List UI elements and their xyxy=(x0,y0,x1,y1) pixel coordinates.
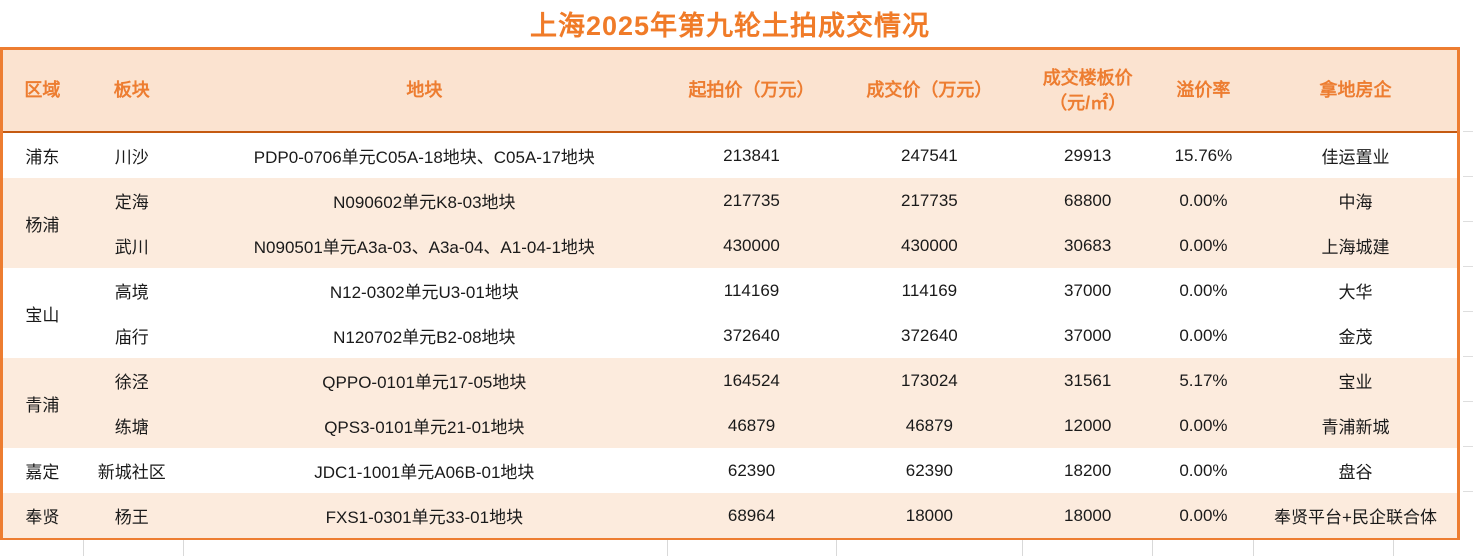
premium-cell: 0.00% xyxy=(1152,178,1255,223)
premium-cell: 0.00% xyxy=(1152,313,1255,358)
table-row: 庙行 N120702单元B2-08地块 372640 372640 37000 … xyxy=(2,313,1459,358)
parcel-cell: N12-0302单元U3-01地块 xyxy=(181,268,667,313)
header-row: 区域 板块 地块 起拍价（万元） 成交价（万元） 成交楼板价 （元/㎡） 溢价率… xyxy=(1,48,1459,133)
developer-cell: 上海城建 xyxy=(1254,223,1459,268)
col-header-floor-price-line1: 成交楼板价 xyxy=(1042,68,1133,89)
developer-cell: 佳运置业 xyxy=(1254,132,1459,178)
parcel-cell: QPS3-0101单元21-01地块 xyxy=(181,403,667,448)
spreadsheet-gridline-strip-right xyxy=(1463,47,1473,540)
block-cell: 庙行 xyxy=(81,313,182,358)
deal-price-cell: 430000 xyxy=(836,223,1023,268)
floor-price-cell: 37000 xyxy=(1022,313,1153,358)
floor-price-cell: 31561 xyxy=(1022,358,1153,403)
floor-price-cell: 12000 xyxy=(1022,403,1153,448)
col-header-start-price: 起拍价（万元） xyxy=(666,48,837,133)
col-header-deal-price: 成交价（万元） xyxy=(836,48,1023,133)
developer-cell: 宝业 xyxy=(1254,358,1459,403)
floor-price-cell: 29913 xyxy=(1022,132,1153,178)
premium-cell: 5.17% xyxy=(1152,358,1255,403)
start-price-cell: 430000 xyxy=(666,223,837,268)
premium-cell: 0.00% xyxy=(1152,493,1255,540)
start-price-cell: 372640 xyxy=(666,313,837,358)
start-price-cell: 46879 xyxy=(666,403,837,448)
premium-cell: 0.00% xyxy=(1152,223,1255,268)
region-cell: 青浦 xyxy=(1,358,82,448)
land-auction-table: 区域 板块 地块 起拍价（万元） 成交价（万元） 成交楼板价 （元/㎡） 溢价率… xyxy=(0,47,1460,542)
floor-price-cell: 30683 xyxy=(1022,223,1153,268)
table-row: 奉贤 杨王 FXS1-0301单元33-01地块 68964 18000 180… xyxy=(1,493,1459,540)
region-cell: 宝山 xyxy=(1,268,82,358)
start-price-cell: 62390 xyxy=(666,448,837,493)
block-cell: 新城社区 xyxy=(81,448,182,493)
col-header-developer: 拿地房企 xyxy=(1254,48,1459,133)
parcel-cell: PDP0-0706单元C05A-18地块、C05A-17地块 xyxy=(181,132,667,178)
parcel-cell: N090602单元K8-03地块 xyxy=(181,178,667,223)
spreadsheet-gridline-strip-bottom xyxy=(0,540,1473,556)
premium-cell: 0.00% xyxy=(1152,448,1255,493)
block-cell: 杨王 xyxy=(81,493,182,540)
col-header-region: 区域 xyxy=(1,48,82,133)
parcel-cell: FXS1-0301单元33-01地块 xyxy=(181,493,667,540)
developer-cell: 中海 xyxy=(1254,178,1459,223)
floor-price-cell: 37000 xyxy=(1022,268,1153,313)
col-header-block: 板块 xyxy=(81,48,182,133)
parcel-cell: JDC1-1001单元A06B-01地块 xyxy=(181,448,667,493)
start-price-cell: 164524 xyxy=(666,358,837,403)
block-cell: 高境 xyxy=(81,268,182,313)
deal-price-cell: 217735 xyxy=(836,178,1023,223)
parcel-cell: QPPO-0101单元17-05地块 xyxy=(181,358,667,403)
region-cell: 浦东 xyxy=(1,132,82,178)
deal-price-cell: 114169 xyxy=(836,268,1023,313)
block-cell: 练塘 xyxy=(81,403,182,448)
developer-cell: 盘谷 xyxy=(1254,448,1459,493)
region-cell: 杨浦 xyxy=(1,178,82,268)
block-cell: 徐泾 xyxy=(81,358,182,403)
parcel-cell: N090501单元A3a-03、A3a-04、A1-04-1地块 xyxy=(181,223,667,268)
deal-price-cell: 173024 xyxy=(836,358,1023,403)
block-cell: 武川 xyxy=(81,223,182,268)
start-price-cell: 68964 xyxy=(666,493,837,540)
premium-cell: 0.00% xyxy=(1152,403,1255,448)
start-price-cell: 213841 xyxy=(666,132,837,178)
region-cell: 嘉定 xyxy=(1,448,82,493)
premium-cell: 0.00% xyxy=(1152,268,1255,313)
table-row: 宝山 高境 N12-0302单元U3-01地块 114169 114169 37… xyxy=(1,268,1459,358)
floor-price-cell: 18200 xyxy=(1022,448,1153,493)
col-header-premium: 溢价率 xyxy=(1152,48,1255,133)
col-header-floor-price-line2: （元/㎡） xyxy=(1049,92,1127,113)
region-cell: 奉贤 xyxy=(1,493,82,540)
developer-cell: 青浦新城 xyxy=(1254,403,1459,448)
floor-price-cell: 68800 xyxy=(1022,178,1153,223)
deal-price-cell: 18000 xyxy=(836,493,1023,540)
table-row: 浦东 川沙 PDP0-0706单元C05A-18地块、C05A-17地块 213… xyxy=(1,132,1459,178)
table-row: 嘉定 新城社区 JDC1-1001单元A06B-01地块 62390 62390… xyxy=(1,448,1459,493)
developer-cell: 金茂 xyxy=(1254,313,1459,358)
floor-price-cell: 18000 xyxy=(1022,493,1153,540)
deal-price-cell: 372640 xyxy=(836,313,1023,358)
deal-price-cell: 247541 xyxy=(836,132,1023,178)
block-cell: 定海 xyxy=(81,178,182,223)
developer-cell: 奉贤平台+民企联合体 xyxy=(1254,493,1459,540)
table-row: 武川 N090501单元A3a-03、A3a-04、A1-04-1地块 4300… xyxy=(2,223,1459,268)
col-header-parcel: 地块 xyxy=(181,48,667,133)
block-cell: 川沙 xyxy=(81,132,182,178)
deal-price-cell: 62390 xyxy=(836,448,1023,493)
title-bar: 上海2025年第九轮土拍成交情况 xyxy=(0,0,1460,47)
table-row: 青浦 徐泾 QPPO-0101单元17-05地块 164524 173024 3… xyxy=(1,358,1459,448)
premium-cell: 15.76% xyxy=(1152,132,1255,178)
deal-price-cell: 46879 xyxy=(836,403,1023,448)
start-price-cell: 217735 xyxy=(666,178,837,223)
table-row: 练塘 QPS3-0101单元21-01地块 46879 46879 12000 … xyxy=(2,403,1459,448)
col-header-floor-price: 成交楼板价 （元/㎡） xyxy=(1022,48,1153,133)
table-row: 杨浦 定海 N090602单元K8-03地块 217735 217735 688… xyxy=(1,178,1459,268)
developer-cell: 大华 xyxy=(1254,268,1459,313)
page-title: 上海2025年第九轮土拍成交情况 xyxy=(529,11,931,41)
parcel-cell: N120702单元B2-08地块 xyxy=(181,313,667,358)
start-price-cell: 114169 xyxy=(666,268,837,313)
